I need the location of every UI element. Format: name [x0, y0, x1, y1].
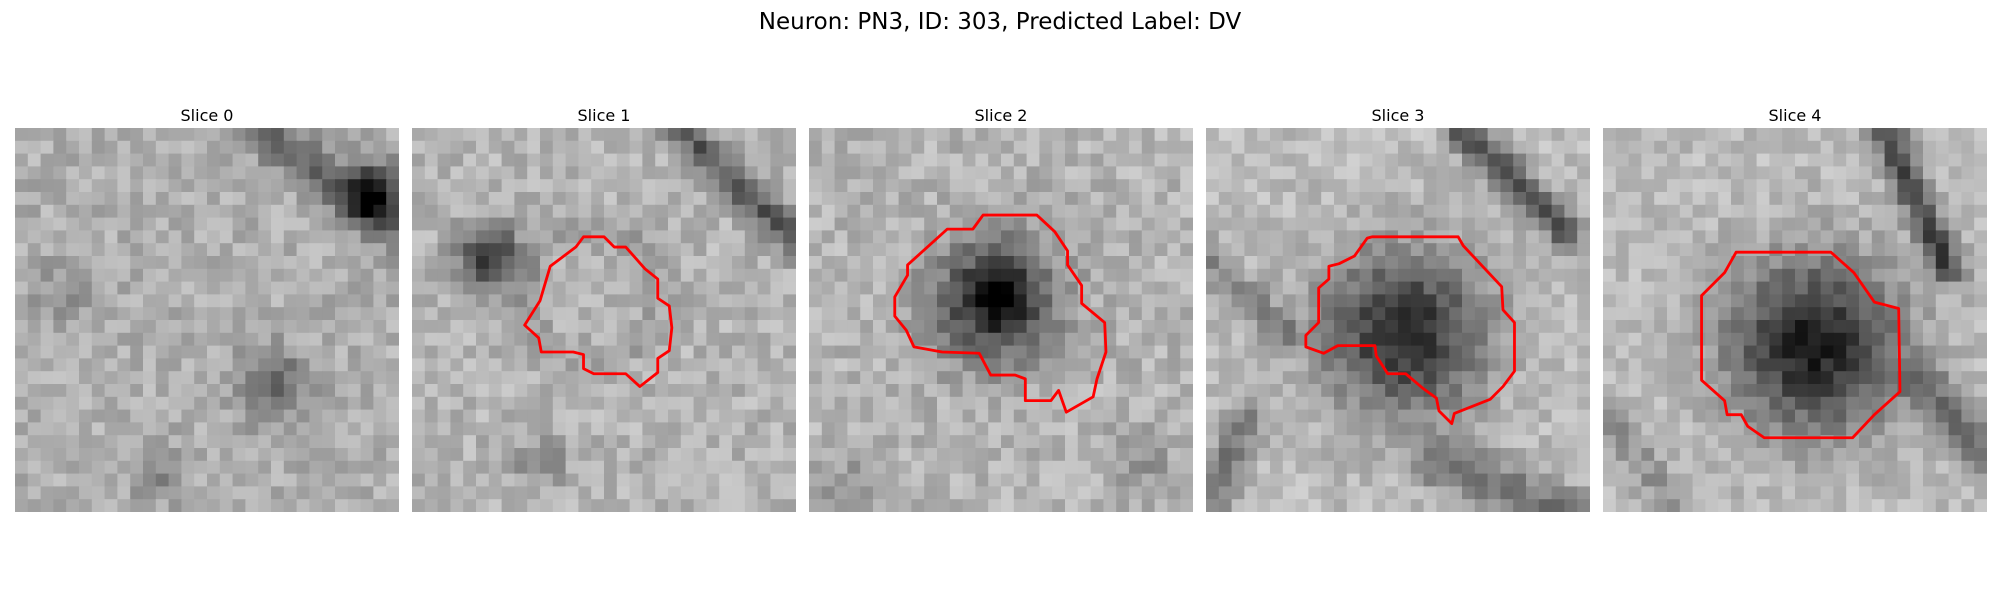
- segmentation-contour: [523, 235, 674, 388]
- slice-image-4: [1603, 128, 1987, 512]
- pixel-grid: [412, 128, 796, 512]
- slice-image-2: [809, 128, 1193, 512]
- pixel-grid: [1603, 128, 1987, 512]
- slice-title: Slice 3: [1371, 106, 1425, 125]
- pixel-grid: [809, 128, 1193, 512]
- slice-title: Slice 2: [974, 106, 1028, 125]
- segmentation-contour: [1304, 235, 1516, 426]
- slice-panel-0: Slice 0: [15, 106, 399, 512]
- figure-title: Neuron: PN3, ID: 303, Predicted Label: D…: [758, 9, 1242, 35]
- slice-panel-4: Slice 4: [1603, 106, 1987, 512]
- segmentation-contour: [893, 213, 1108, 414]
- slice-image-0: [15, 128, 399, 512]
- slice-image-1: [412, 128, 796, 512]
- slice-title: Slice 1: [577, 106, 631, 125]
- pixel-grid: [1206, 128, 1590, 512]
- slice-panel-2: Slice 2: [809, 106, 1193, 512]
- slice-title: Slice 4: [1768, 106, 1822, 125]
- segmentation-contour: [1700, 250, 1902, 440]
- slice-panel-1: Slice 1: [412, 106, 796, 512]
- pixel-grid: [15, 128, 399, 512]
- slice-title: Slice 0: [180, 106, 234, 125]
- slice-image-3: [1206, 128, 1590, 512]
- slice-panel-3: Slice 3: [1206, 106, 1590, 512]
